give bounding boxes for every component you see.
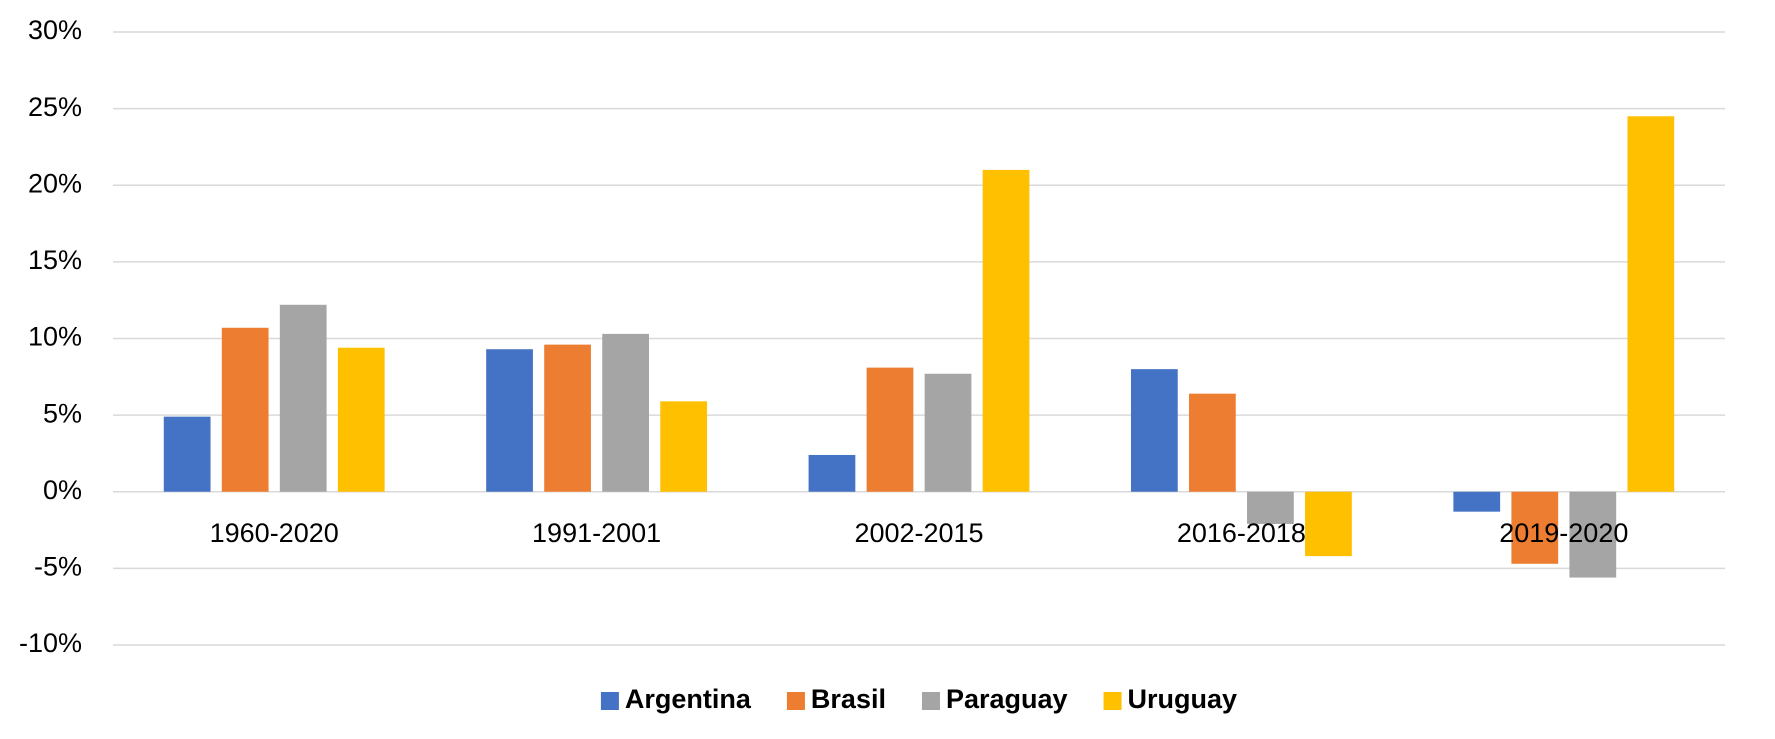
bar (660, 401, 708, 492)
legend-swatch (1103, 692, 1122, 710)
bar (1627, 116, 1675, 492)
bar (1247, 491, 1294, 524)
bar (1130, 369, 1178, 492)
y-tick-label: 10% (28, 322, 82, 352)
bar (808, 454, 856, 492)
legend-label: Brasil (811, 684, 886, 714)
bar (544, 344, 591, 492)
bar (279, 304, 327, 492)
bar (1453, 491, 1501, 512)
legend-swatch (921, 692, 940, 710)
legend-swatch (600, 692, 619, 710)
y-tick-label: 5% (43, 398, 82, 428)
x-tick-label: 2019-2020 (1499, 518, 1628, 548)
bar (1189, 393, 1236, 492)
x-tick-label: 1960-2020 (210, 518, 339, 548)
bar (1511, 491, 1559, 564)
x-tick-label: 1991-2001 (532, 518, 661, 548)
y-tick-label: 0% (43, 475, 82, 505)
bar (221, 327, 269, 492)
bar (602, 333, 649, 492)
bar (337, 347, 385, 492)
bar (1305, 491, 1352, 557)
bar (924, 373, 972, 492)
bar (486, 349, 533, 492)
y-tick-label: 30% (28, 15, 82, 45)
bar (1569, 491, 1617, 578)
y-tick-label: -5% (34, 552, 82, 582)
x-tick-label: 2002-2015 (854, 518, 983, 548)
bar (163, 416, 211, 492)
legend-label: Uruguay (1128, 684, 1238, 714)
y-tick-label: -10% (19, 628, 82, 658)
y-tick-label: 20% (28, 168, 82, 198)
bar (982, 169, 1030, 492)
y-tick-label: 15% (28, 245, 82, 275)
y-tick-label: 25% (28, 92, 82, 122)
bar (866, 367, 914, 492)
legend-label: Paraguay (946, 684, 1068, 714)
legend-label: Argentina (625, 684, 752, 714)
legend-swatch (786, 692, 805, 710)
x-tick-label: 2016-2018 (1177, 518, 1306, 548)
